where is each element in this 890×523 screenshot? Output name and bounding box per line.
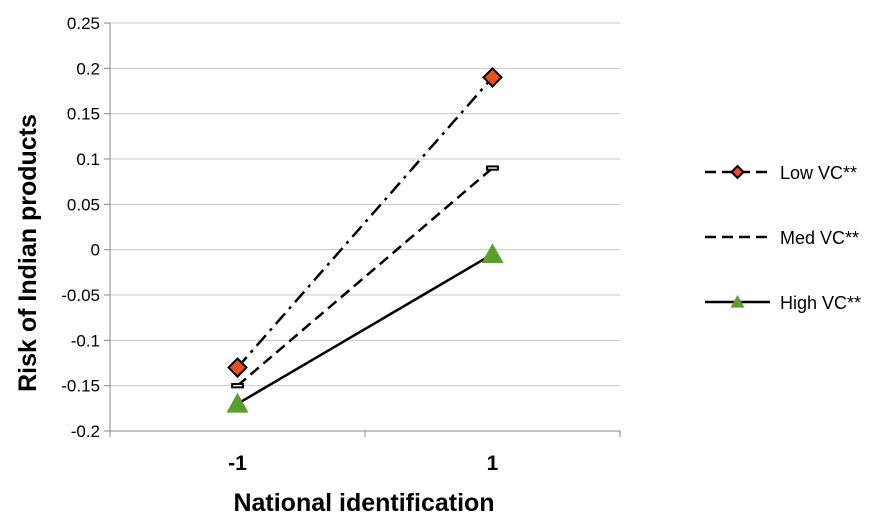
x-tick-label: -1: [228, 452, 247, 475]
grid-lines: [104, 22, 621, 437]
triangle-marker: [481, 243, 504, 263]
series-lines: [236, 76, 494, 405]
y-tick-label: 0.05: [67, 195, 100, 214]
legend-label: Med VC**: [780, 228, 859, 248]
triangle-marker: [226, 392, 249, 413]
diamond-marker: [227, 357, 248, 378]
y-axis-title: Risk of Indian products: [14, 114, 42, 392]
x-axis-title: National identification: [233, 489, 494, 517]
diamond-marker: [730, 164, 745, 180]
triangle-marker: [730, 295, 745, 308]
x-tick-labels: -1 1: [228, 452, 499, 475]
series-line: [236, 167, 494, 387]
series-line: [236, 253, 494, 405]
x-tick-label: 1: [487, 452, 499, 475]
y-tick-labels: 0.25 0.2 0.15 0.1 0.05 0 -0.05 -0.1 -0.15 -0.2: [61, 14, 100, 441]
series-markers: [226, 66, 504, 413]
dash-marker: [231, 383, 244, 389]
legend-label: High VC**: [780, 293, 861, 313]
y-tick-label: -0.1: [71, 331, 100, 350]
y-tick-label: 0: [91, 241, 100, 260]
y-tick-label: -0.2: [71, 422, 100, 441]
legend-label: Low VC**: [780, 163, 857, 183]
diamond-marker: [482, 66, 503, 88]
y-tick-label: -0.05: [61, 286, 100, 305]
y-tick-label: 0.1: [76, 150, 100, 169]
dash-marker: [486, 165, 499, 171]
y-tick-label: 0.15: [67, 105, 100, 124]
series-line: [236, 76, 494, 369]
y-tick-label: 0.2: [76, 59, 100, 78]
legend: Low VC** Med VC** High VC**: [705, 163, 861, 313]
y-tick-label: -0.15: [61, 377, 100, 396]
y-tick-label: 0.25: [67, 14, 100, 33]
